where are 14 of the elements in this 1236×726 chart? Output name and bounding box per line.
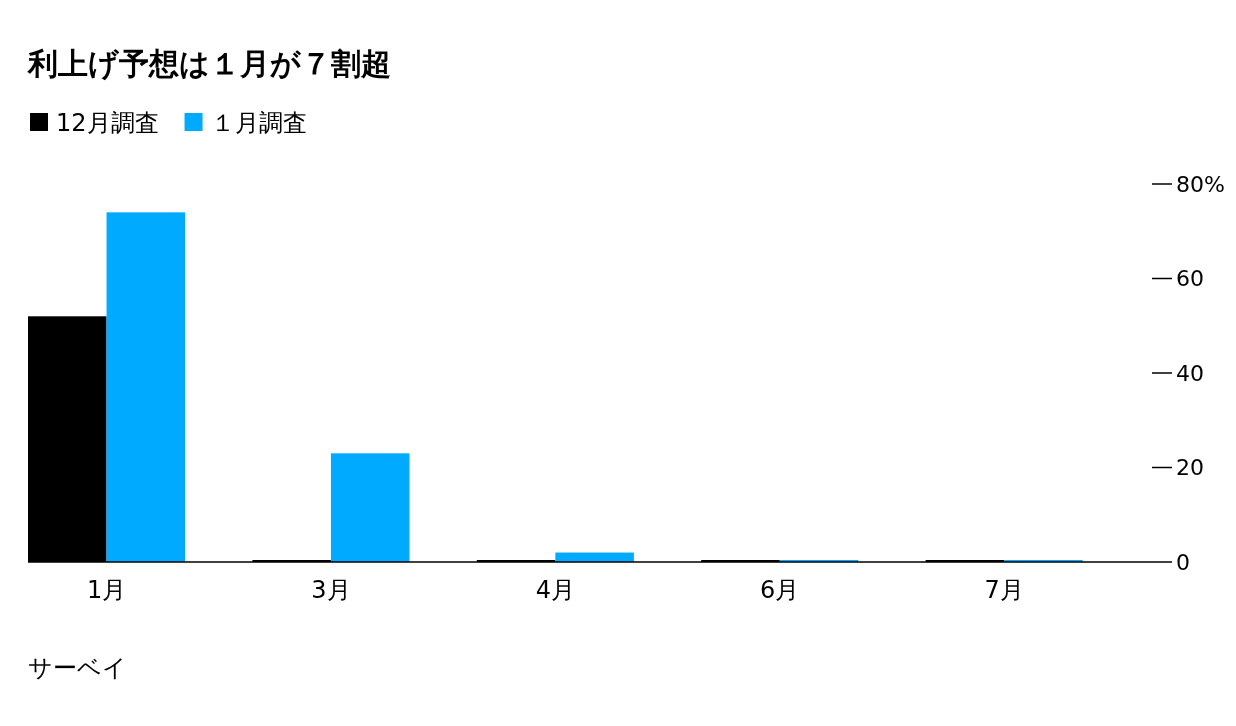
x-tick-label: 1月 — [86, 576, 127, 604]
x-tick-label: 6月 — [760, 576, 800, 604]
text: サーベイ — [28, 654, 127, 682]
y-tick-label: 20 — [1176, 455, 1204, 480]
chart-title: 利上げ予想は１月が７割超 — [27, 46, 391, 81]
legend-label: 12月調査 — [56, 109, 159, 137]
legend-label: １月調査 — [210, 109, 307, 137]
x-tick-label: 7月 — [984, 576, 1024, 604]
y-tick-label: 40 — [1176, 360, 1204, 386]
x-tick-label: 3月 — [311, 576, 351, 604]
x-tick-label: 4月 — [535, 576, 575, 604]
y-tick-label: 60 — [1176, 266, 1204, 291]
y-tick-label: 80% — [1176, 171, 1225, 197]
y-tick-label: 0 — [1176, 549, 1190, 575]
